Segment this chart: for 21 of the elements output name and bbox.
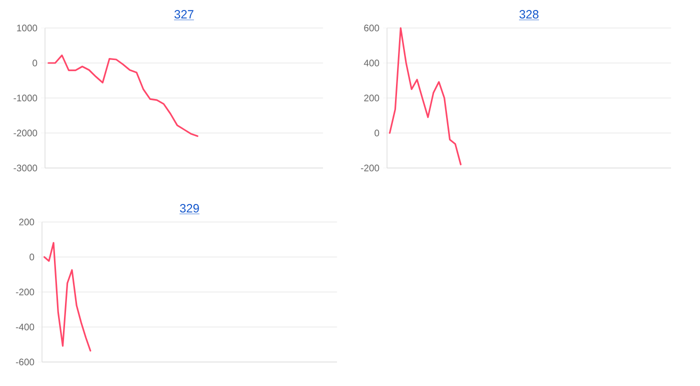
y-tick-label: -3000 bbox=[14, 164, 38, 172]
y-tick-label: 0 bbox=[32, 60, 38, 66]
y-tick-label: -200 bbox=[360, 164, 380, 172]
chart-title: 329 bbox=[180, 204, 199, 213]
line-series bbox=[44, 242, 92, 352]
y-tick-label: 600 bbox=[364, 24, 380, 32]
y-tick-label: -1000 bbox=[14, 94, 38, 102]
y-tick-label: -2000 bbox=[14, 130, 38, 136]
line-series bbox=[48, 54, 198, 137]
y-tick-label: 200 bbox=[364, 94, 380, 102]
y-tick-label: 1000 bbox=[17, 24, 38, 32]
line-series bbox=[388, 27, 462, 166]
y-tick-label: 0 bbox=[30, 254, 34, 260]
y-tick-label: 200 bbox=[19, 218, 34, 226]
y-tick-label: -600 bbox=[16, 358, 34, 366]
y-tick-label: -200 bbox=[16, 288, 34, 296]
y-tick-label: 0 bbox=[374, 130, 380, 136]
chart-title: 327 bbox=[174, 10, 194, 18]
y-tick-label: -400 bbox=[16, 324, 34, 330]
chart-title: 328 bbox=[519, 10, 538, 19]
y-tick-label: 400 bbox=[364, 60, 380, 66]
